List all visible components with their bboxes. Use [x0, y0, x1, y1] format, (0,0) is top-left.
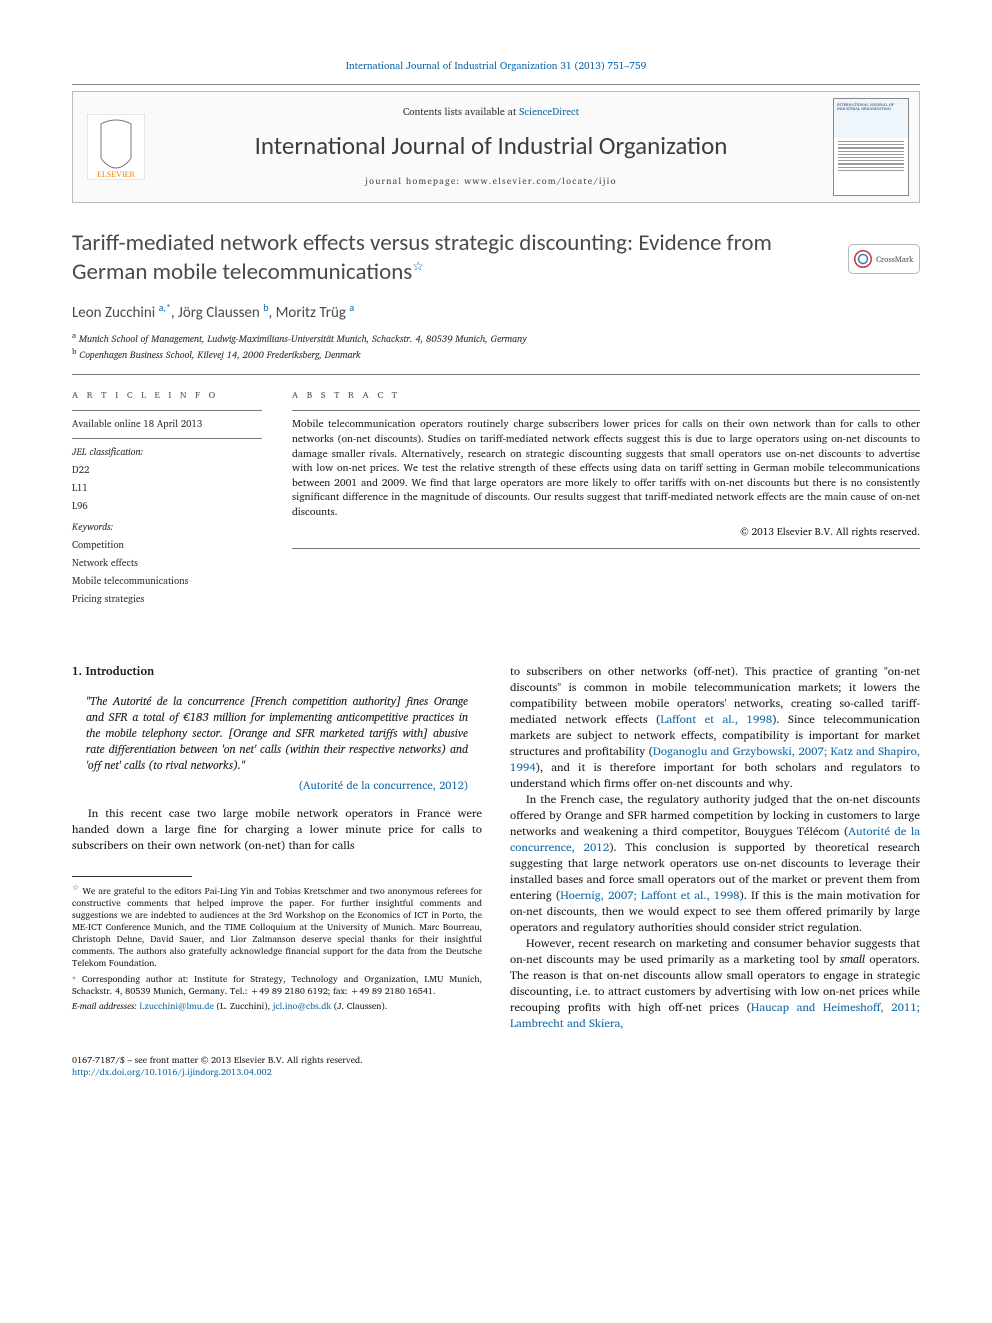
copyright-line: © 2013 Elsevier B.V. All rights reserved… [292, 524, 920, 540]
blockquote: "The Autorité de la concurrence [French … [86, 694, 468, 774]
footnote-email: E-mail addresses: l.zucchini@lmu.de (L. … [72, 1000, 482, 1012]
rule [72, 374, 920, 375]
journal-name: International Journal of Industrial Orga… [155, 130, 827, 161]
abstract-text: Mobile telecommunication operators routi… [292, 417, 920, 519]
body-paragraph: However, recent research on marketing an… [510, 936, 920, 1032]
jel-code: L11 [72, 481, 262, 496]
section-heading: 1. Introduction [72, 664, 482, 680]
journal-header: ELSEVIER Contents lists available at Sci… [72, 91, 920, 203]
top-rule [72, 84, 920, 85]
svg-text:ELSEVIER: ELSEVIER [97, 170, 135, 179]
footnotes: ☆ We are grateful to the editors Pai-Lin… [72, 882, 482, 1012]
title-footnote-marker: ☆ [412, 259, 424, 274]
blockquote-source: (Autorité de la concurrence, 2012) [86, 778, 468, 793]
keyword: Pricing strategies [72, 592, 262, 607]
front-matter: 0167-7187/$ – see front matter © 2013 El… [72, 1054, 920, 1079]
keywords-label: Keywords: [72, 520, 262, 535]
article-info-box: A R T I C L E I N F O Available online 1… [72, 387, 262, 610]
affiliation: b Copenhagen Business School, Kilevej 14… [72, 346, 920, 362]
journal-homepage: journal homepage: www.elsevier.com/locat… [155, 173, 827, 188]
abstract-heading: A B S T R A C T [292, 387, 920, 402]
crossmark-badge[interactable]: CrossMark [848, 244, 920, 274]
author: Leon Zucchini a,* [72, 304, 171, 322]
footnote-corresponding: * Corresponding author at: Institute for… [72, 973, 482, 997]
email-link[interactable]: jcl.ino@cbs.dk [273, 998, 331, 1013]
abstract-box: A B S T R A C T Mobile telecommunication… [292, 387, 920, 610]
footnote-rule [72, 876, 192, 877]
article-info-heading: A R T I C L E I N F O [72, 387, 262, 402]
jel-code: L96 [72, 499, 262, 514]
running-head: International Journal of Industrial Orga… [72, 58, 920, 74]
jel-label: JEL classification: [72, 445, 262, 460]
doi-link[interactable]: http://dx.doi.org/10.1016/j.ijindorg.201… [72, 1064, 272, 1079]
keyword: Competition [72, 538, 262, 553]
body-paragraph: to subscribers on other networks (off-ne… [510, 664, 920, 792]
keyword: Mobile telecommunications [72, 574, 262, 589]
affiliation: a Munich School of Management, Ludwig-Ma… [72, 330, 920, 346]
keyword: Network effects [72, 556, 262, 571]
article-title: Tariff-mediated network effects versus s… [72, 229, 810, 287]
email-link[interactable]: l.zucchini@lmu.de [139, 998, 213, 1013]
body-paragraph: In the French case, the regulatory autho… [510, 792, 920, 936]
jel-code: D22 [72, 463, 262, 478]
body-paragraph: In this recent case two large mobile net… [72, 806, 482, 854]
footnote-star: ☆ We are grateful to the editors Pai-Lin… [72, 882, 482, 970]
available-online: Available online 18 April 2013 [72, 417, 262, 432]
author: Moritz Trüg a [276, 304, 355, 322]
authors-list: Leon Zucchini a,*, Jörg Claussen b, Mori… [72, 301, 920, 322]
contents-available-line: Contents lists available at ScienceDirec… [155, 104, 827, 120]
elsevier-logo: ELSEVIER [83, 98, 149, 196]
sciencedirect-link[interactable]: ScienceDirect [519, 104, 579, 120]
journal-cover-thumbnail: INTERNATIONAL JOURNAL OF INDUSTRIAL ORGA… [833, 98, 909, 196]
author: Jörg Claussen b [178, 304, 268, 322]
